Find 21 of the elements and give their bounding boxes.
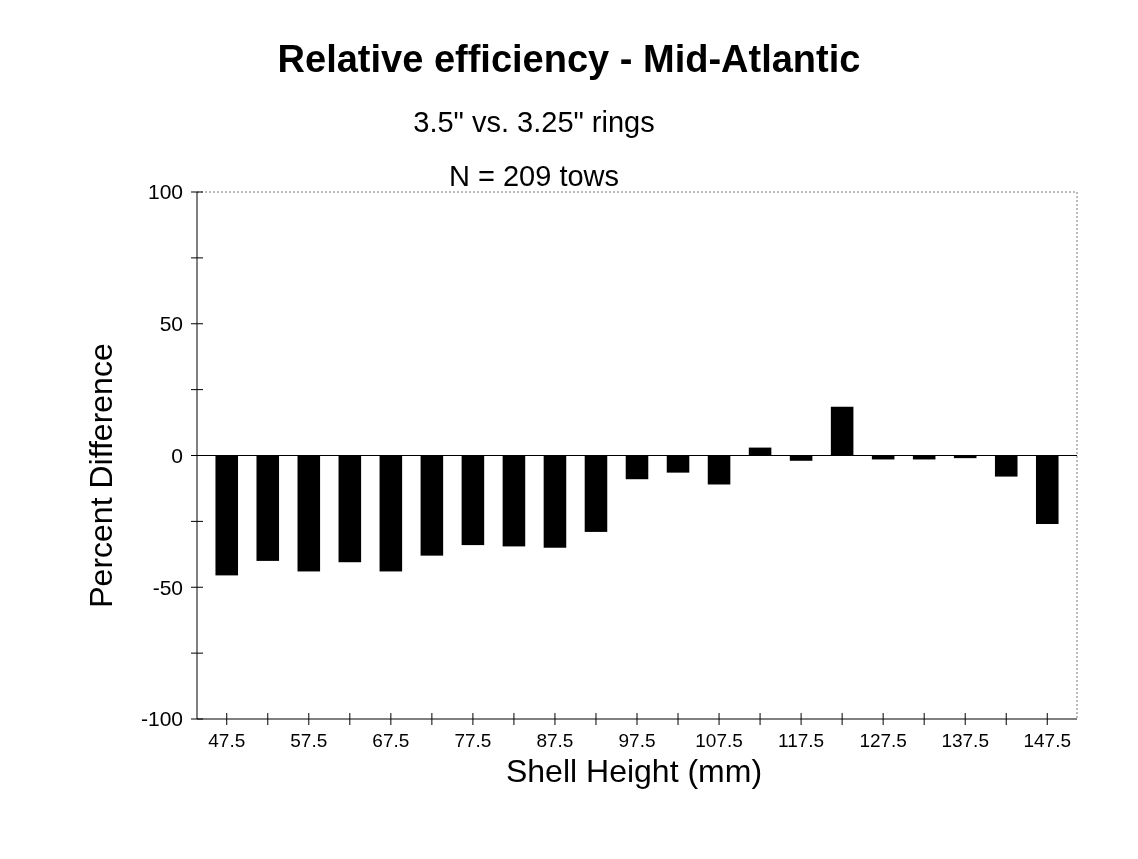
y-tick-label: 0 [171, 443, 183, 467]
x-tick-label: 127.5 [859, 730, 907, 751]
x-tick-label: 47.5 [208, 730, 246, 751]
x-tick-label: 137.5 [941, 730, 989, 751]
annotation: N = 209 tows [448, 160, 620, 192]
x-tick-label: 87.5 [536, 730, 574, 751]
x-tick-label: 117.5 [778, 730, 825, 751]
x-tick-label: 77.5 [454, 730, 492, 751]
x-tick-label: 57.5 [290, 730, 328, 751]
x-tick-label: 67.5 [372, 730, 410, 751]
x-tick-label: 97.5 [618, 730, 656, 751]
y-tick-label: -100 [140, 707, 183, 731]
chart-subtitle: 3.5" vs. 3.25" rings [413, 106, 655, 138]
y-tick-label: 100 [147, 180, 183, 204]
x-tick-label: 107.5 [695, 730, 743, 751]
y-axis-title: Percent Difference [83, 343, 119, 608]
y-tick-label: 50 [159, 312, 183, 336]
chart-title: Relative efficiency - Mid-Atlantic [277, 38, 861, 80]
x-axis-title: Shell Height (mm) [505, 753, 763, 789]
x-tick-label: 147.5 [1023, 730, 1072, 751]
y-tick-label: -50 [152, 575, 183, 599]
